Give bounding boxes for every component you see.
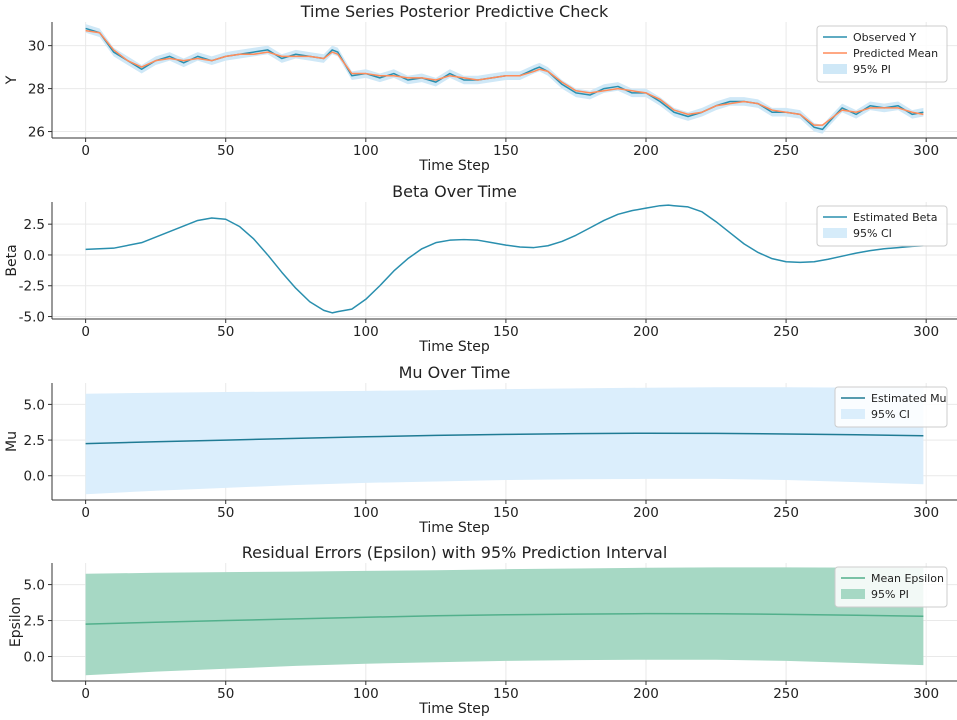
y-tick-label: 30 — [28, 39, 45, 55]
y-tick-label: -5.0 — [19, 310, 45, 326]
chart-title: Beta Over Time — [392, 182, 517, 201]
x-tick-label: 100 — [353, 143, 379, 159]
legend-label: Mean Epsilon — [871, 572, 944, 585]
x-tick-label: 100 — [353, 686, 379, 702]
x-tick-label: 100 — [353, 324, 379, 340]
band-95-ci — [85, 204, 924, 314]
series-line-predicted-mean — [85, 29, 924, 126]
x-tick-label: 250 — [773, 686, 799, 702]
y-axis-label: Beta — [4, 244, 20, 276]
y-axis-label: Epsilon — [8, 597, 24, 647]
x-tick-label: 0 — [81, 505, 90, 521]
y-tick-label: 5.0 — [24, 578, 45, 594]
x-tick-label: 200 — [633, 143, 659, 159]
legend-box — [816, 25, 948, 83]
y-tick-label: 0.0 — [24, 650, 45, 666]
x-tick-label: 0 — [81, 686, 90, 702]
legend: Estimated Mu 95% CI — [834, 386, 948, 428]
x-tick-label: 300 — [913, 686, 939, 702]
legend-label: Predicted Mean — [853, 47, 938, 60]
x-tick-label: 250 — [773, 324, 799, 340]
legend: Mean Epsilon 95% PI — [834, 566, 948, 608]
x-tick-label: 50 — [217, 686, 234, 702]
x-axis-label: Time Step — [418, 339, 490, 355]
x-tick-label: 250 — [773, 505, 799, 521]
x-tick-label: 150 — [493, 143, 519, 159]
series-line-estimated-beta — [85, 204, 924, 314]
legend-label: 95% CI — [853, 227, 892, 240]
series-line-mean-epsilon — [85, 612, 924, 625]
legend-box — [816, 205, 948, 247]
y-tick-label: 26 — [28, 125, 45, 141]
x-tick-label: 50 — [217, 324, 234, 340]
x-axis-label: Time Step — [418, 701, 490, 717]
x-tick-label: 300 — [913, 143, 939, 159]
x-tick-label: 50 — [217, 505, 234, 521]
legend-label: 95% PI — [853, 63, 891, 76]
y-tick-label: 0.0 — [24, 248, 45, 264]
y-axis-label: Mu — [4, 431, 20, 452]
band-95-ci — [85, 387, 924, 495]
y-tick-label: 2.5 — [24, 433, 45, 449]
x-axis-label: Time Step — [418, 158, 490, 174]
legend-swatch-band — [841, 409, 865, 419]
y-tick-label: 28 — [28, 82, 45, 98]
y-tick-label: 2.5 — [24, 217, 45, 233]
chart-title: Residual Errors (Epsilon) with 95% Predi… — [242, 543, 668, 562]
legend-swatch-band — [841, 589, 865, 599]
x-tick-label: 200 — [633, 686, 659, 702]
legend-label: Observed Y — [853, 31, 916, 44]
y-tick-label: -2.5 — [19, 279, 45, 295]
panel-2: 0 50 100 150 200 250 300 -5.0 -2.5 0.0 2.5 Beta Ove… — [4, 182, 957, 355]
x-tick-label: 150 — [493, 324, 519, 340]
chart-title: Time Series Posterior Predictive Check — [300, 2, 609, 21]
x-tick-label: 200 — [633, 505, 659, 521]
panel-3: 0 50 100 150 200 250 300 0.0 2.5 5.0 Mu Over Time T… — [4, 363, 957, 536]
x-tick-label: 100 — [353, 505, 379, 521]
y-tick-label: 2.5 — [24, 614, 45, 630]
x-tick-label: 50 — [217, 143, 234, 159]
x-tick-label: 250 — [773, 143, 799, 159]
panel-4: 0 50 100 150 200 250 300 0.0 2.5 5.0 Residual Erro… — [8, 543, 957, 717]
legend: Estimated Beta 95% CI — [816, 205, 948, 247]
x-tick-label: 300 — [913, 324, 939, 340]
x-tick-label: 150 — [493, 505, 519, 521]
y-axis-label: Y — [4, 75, 20, 85]
legend-label: 95% CI — [871, 408, 910, 421]
legend-label: 95% PI — [871, 588, 909, 601]
band-95-pi — [85, 24, 924, 134]
x-tick-label: 0 — [81, 143, 90, 159]
y-tick-label: 0.0 — [24, 469, 45, 485]
band-95-pi — [85, 567, 924, 676]
x-axis-label: Time Step — [418, 520, 490, 536]
series-line-estimated-mu — [85, 432, 924, 445]
x-tick-label: 150 — [493, 686, 519, 702]
chart-title: Mu Over Time — [399, 363, 511, 382]
y-tick-label: 5.0 — [24, 397, 45, 413]
panel-1: 0 50 100 150 200 250 300 26 28 30 Time Series Post… — [4, 2, 957, 174]
legend-swatch-band — [823, 228, 847, 238]
legend: Observed Y Predicted Mean 95% PI — [816, 25, 948, 83]
x-tick-label: 200 — [633, 324, 659, 340]
legend-swatch-band — [823, 64, 847, 74]
legend-label: Estimated Beta — [853, 211, 937, 224]
x-tick-label: 0 — [81, 324, 90, 340]
legend-label: Estimated Mu — [871, 392, 947, 405]
x-tick-label: 300 — [913, 505, 939, 521]
